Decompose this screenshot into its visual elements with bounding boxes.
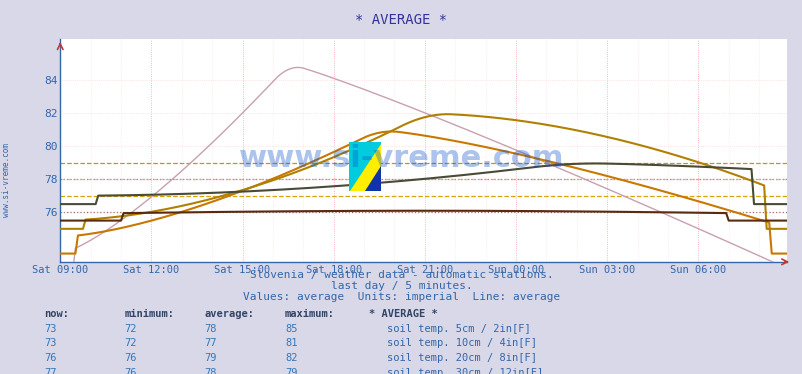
Text: 85: 85: [285, 324, 298, 334]
Text: Values: average  Units: imperial  Line: average: Values: average Units: imperial Line: av…: [242, 292, 560, 303]
Text: * AVERAGE *: * AVERAGE *: [355, 13, 447, 27]
Text: 77: 77: [205, 338, 217, 349]
Text: soil temp. 30cm / 12in[F]: soil temp. 30cm / 12in[F]: [387, 368, 543, 374]
Text: 81: 81: [285, 338, 298, 349]
Text: 76: 76: [124, 353, 137, 364]
Text: * AVERAGE *: * AVERAGE *: [369, 309, 438, 319]
Text: soil temp. 5cm / 2in[F]: soil temp. 5cm / 2in[F]: [387, 324, 530, 334]
Text: maximum:: maximum:: [285, 309, 334, 319]
Text: www.si-vreme.com: www.si-vreme.com: [238, 144, 564, 174]
Text: 77: 77: [44, 368, 57, 374]
Text: 73: 73: [44, 338, 57, 349]
Polygon shape: [349, 142, 381, 191]
Polygon shape: [349, 142, 381, 191]
Text: 73: 73: [44, 324, 57, 334]
Text: 72: 72: [124, 338, 137, 349]
Text: www.si-vreme.com: www.si-vreme.com: [2, 142, 11, 217]
Text: Slovenia / weather data - automatic stations.: Slovenia / weather data - automatic stat…: [249, 270, 553, 280]
Text: 79: 79: [205, 353, 217, 364]
Text: soil temp. 10cm / 4in[F]: soil temp. 10cm / 4in[F]: [387, 338, 537, 349]
Text: 76: 76: [44, 353, 57, 364]
Text: 78: 78: [205, 324, 217, 334]
Text: average:: average:: [205, 309, 254, 319]
Text: 76: 76: [124, 368, 137, 374]
Polygon shape: [365, 166, 381, 191]
Text: now:: now:: [44, 309, 69, 319]
Text: minimum:: minimum:: [124, 309, 174, 319]
Text: 82: 82: [285, 353, 298, 364]
Text: 78: 78: [205, 368, 217, 374]
Text: 72: 72: [124, 324, 137, 334]
Text: soil temp. 20cm / 8in[F]: soil temp. 20cm / 8in[F]: [387, 353, 537, 364]
Text: 79: 79: [285, 368, 298, 374]
Text: last day / 5 minutes.: last day / 5 minutes.: [330, 281, 472, 291]
